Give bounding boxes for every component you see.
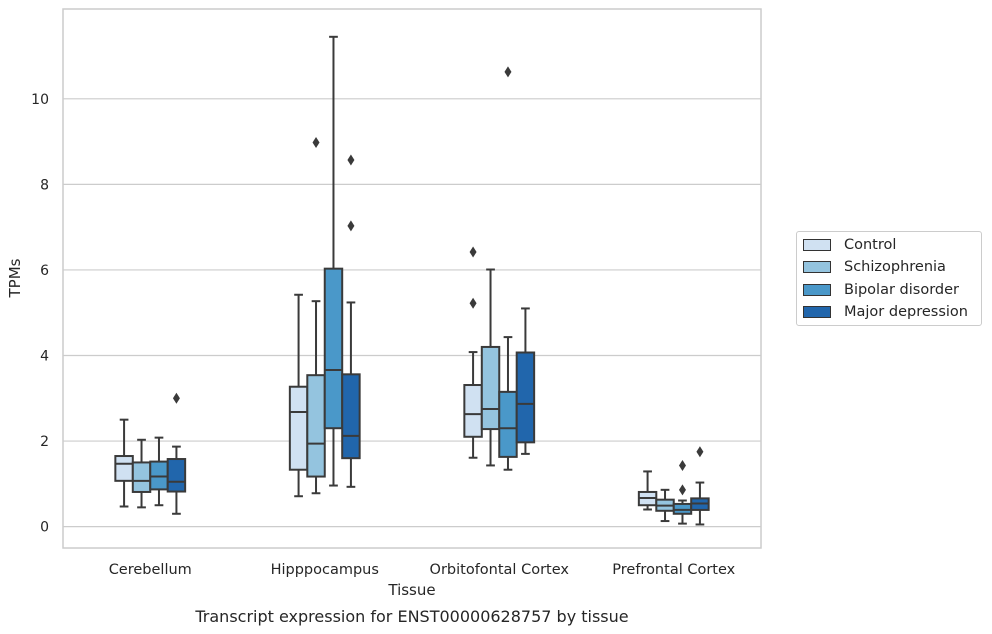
box-iqr [341,373,361,460]
box-iqr [480,345,501,431]
legend-swatch-control [803,239,831,251]
box-control [114,418,134,508]
legend-label-bipolar-disorder: Bipolar disorder [844,282,959,298]
box-iqr [463,384,483,438]
box-iqr [149,460,169,491]
x-tick-label: Hipppocampus [271,562,379,578]
box-bipolar-disorder [149,436,169,507]
box-iqr [114,455,134,482]
x-tick-label: Cerebellum [109,562,192,578]
legend-label-schizophrenia: Schizophrenia [844,259,946,275]
chart-caption: Transcript expression for ENST0000062875… [194,607,628,626]
box-iqr [166,458,187,493]
outlier-point [347,154,355,166]
legend-item-major-depression: Major depression [803,302,968,322]
x-axis-label: Tissue [387,581,435,599]
plot-frame [62,8,762,549]
outlier-point [347,220,355,232]
x-tick-label: Orbitofontal Cortex [430,562,570,578]
y-tick-label: 2 [40,434,49,450]
legend-label-major-depression: Major depression [844,304,968,320]
box-iqr [288,385,309,471]
legend-swatch-schizophrenia [803,261,831,273]
box-groups [114,35,710,526]
outlier-point [504,66,512,78]
box-control [637,470,658,511]
outlier-point [678,459,686,471]
y-tick-label: 4 [40,349,49,365]
legend-swatch-major-depression [803,306,831,318]
box-iqr [672,502,693,515]
x-tick-label: Prefrontal Cortex [612,562,735,578]
legend: Control Schizophrenia Bipolar disorder M… [796,231,982,326]
box-major-depression [515,307,536,455]
box-major-depression [341,154,361,488]
box-iqr [131,461,152,493]
y-tick-labels: 0 2 4 6 8 10 [31,92,49,536]
box-schizophrenia [480,268,501,467]
y-tick-label: 10 [31,92,49,108]
box-iqr [323,267,344,430]
box-bipolar-disorder [498,66,518,471]
legend-item-schizophrenia: Schizophrenia [803,257,946,277]
legend-label-control: Control [844,237,897,253]
legend-swatch-bipolar-disorder [803,284,831,296]
box-bipolar-disorder [672,459,693,525]
grid-lines [63,98,761,528]
outlier-point [696,446,704,458]
outlier-point [469,246,477,258]
outlier-point [678,484,686,496]
box-iqr [306,374,326,478]
x-tick-labels: Cerebellum Hipppocampus Orbitofontal Corte… [109,562,736,578]
y-axis-label: TPMs [6,258,24,298]
legend-item-control: Control [803,235,896,255]
y-tick-label: 6 [40,263,49,279]
outlier-point [469,297,477,309]
legend-item-bipolar-disorder: Bipolar disorder [803,280,959,300]
box-control [463,246,483,459]
y-tick-label: 0 [40,520,49,536]
box-iqr [515,351,536,444]
outlier-point [172,392,180,404]
box-schizophrenia [306,136,326,495]
outlier-point [312,136,320,148]
box-major-depression [690,446,710,526]
box-bipolar-disorder [323,35,344,487]
box-major-depression [166,392,187,515]
box-iqr [498,390,518,458]
y-tick-label: 8 [40,177,49,193]
